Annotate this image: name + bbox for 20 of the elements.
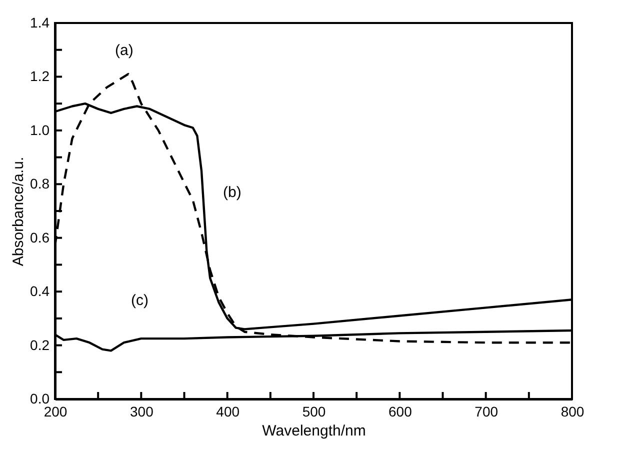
x-tick-label: 700 — [474, 404, 498, 420]
y-tick-label: 1.2 — [30, 68, 50, 84]
x-axis-title: Wavelength/nm — [262, 422, 366, 440]
y-tick-label: 0.6 — [30, 229, 50, 246]
x-tick-label: 500 — [302, 404, 326, 420]
y-tick-label: 1.4 — [30, 14, 50, 30]
annotation: (c) — [131, 292, 148, 309]
y-tick-label: 0.0 — [30, 390, 50, 406]
y-tick-label: 0.8 — [30, 176, 50, 192]
x-tick-label: 400 — [216, 404, 240, 420]
x-tick-label: 200 — [44, 404, 68, 420]
x-tick-label: 800 — [560, 404, 584, 420]
y-tick-label: 0.2 — [30, 336, 50, 353]
x-tick-label: 600 — [388, 404, 412, 420]
y-tick-label: 0.4 — [30, 283, 50, 300]
annotation: (a) — [115, 42, 134, 59]
y-tick-label: 1.0 — [30, 122, 50, 138]
y-axis-title: Absorbance/a.u. — [10, 156, 28, 266]
annotation: (b) — [223, 184, 242, 201]
x-tick-label: 300 — [130, 404, 154, 420]
